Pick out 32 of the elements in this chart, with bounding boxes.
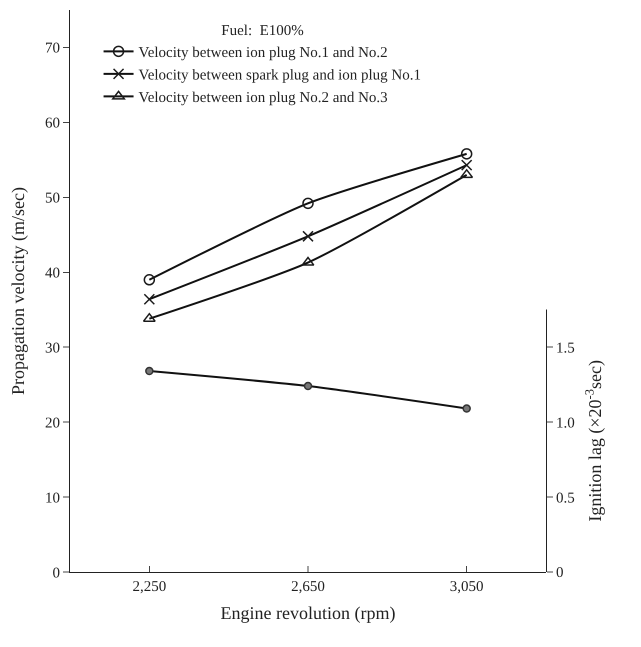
legend-title: Fuel: E100% xyxy=(221,23,304,40)
point xyxy=(145,366,154,376)
legend-label: Velocity between ion plug No.2 and No.3 xyxy=(138,90,388,106)
y2-tick-label: 1.5 xyxy=(556,340,575,356)
point xyxy=(460,169,474,178)
y2-tick-label: 0.5 xyxy=(556,490,575,506)
x-tick-label: 2,650 xyxy=(291,579,325,595)
point xyxy=(144,293,156,305)
point xyxy=(460,159,472,171)
point xyxy=(462,404,471,413)
y-tick-label: 30 xyxy=(45,340,60,356)
legend-label: Velocity between ion plug No.1 and No.2 xyxy=(138,45,388,62)
legend-label: Velocity between spark plug and ion plug No.1 xyxy=(138,68,422,84)
y-tick-label: 10 xyxy=(45,490,60,506)
y2-tick-label: 1.0 xyxy=(556,415,575,432)
y-tick-label: 50 xyxy=(45,190,60,207)
y-tick-label: 0 xyxy=(52,565,60,582)
point xyxy=(304,382,312,390)
point xyxy=(302,198,314,210)
x-axis-title: Engine revolution (rpm) xyxy=(220,603,396,624)
point xyxy=(142,312,156,322)
y-tick-label: 20 xyxy=(45,415,60,432)
y-tick-label: 40 xyxy=(45,266,60,282)
point xyxy=(460,148,472,160)
point xyxy=(302,230,314,242)
y2-tick-label: 0 xyxy=(556,565,564,582)
point xyxy=(144,274,156,286)
x-tick-label: 3,050 xyxy=(450,579,484,595)
y-axis-title: Propagation velocity (m/sec) xyxy=(8,187,28,395)
y-tick-label: 70 xyxy=(45,40,60,57)
y-tick-label: 60 xyxy=(45,116,60,132)
x-tick-label: 2,250 xyxy=(132,579,166,595)
